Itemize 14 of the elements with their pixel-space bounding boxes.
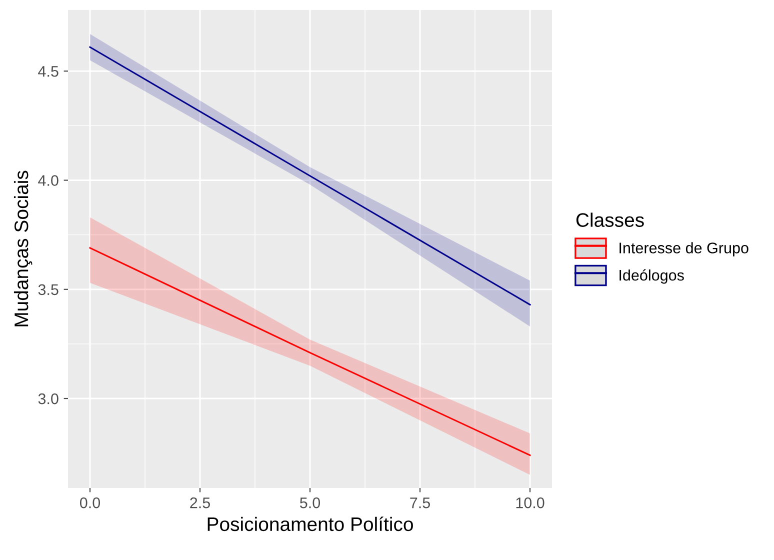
y-tick-label: 4.5	[38, 66, 58, 77]
x-tick-label: 0.0	[80, 497, 100, 508]
legend-label: Ideólogos	[620, 269, 684, 284]
y-tick-label: 4.0	[38, 175, 58, 186]
y-tick-label: 3.0	[38, 393, 58, 404]
legend-label: Interesse de Grupo	[620, 242, 748, 256]
legend-title: Classes	[576, 212, 644, 227]
x-tick-label: 2.5	[190, 497, 210, 508]
x-axis-title: Posicionamento Político	[208, 516, 413, 532]
x-tick-label: 5.0	[300, 497, 320, 508]
x-tick-label: 10.0	[516, 497, 544, 508]
x-tick-label: 7.5	[410, 498, 430, 508]
y-tick-label: 3.5	[38, 284, 58, 296]
y-axis-title: Mudanças Sociais	[14, 170, 32, 326]
